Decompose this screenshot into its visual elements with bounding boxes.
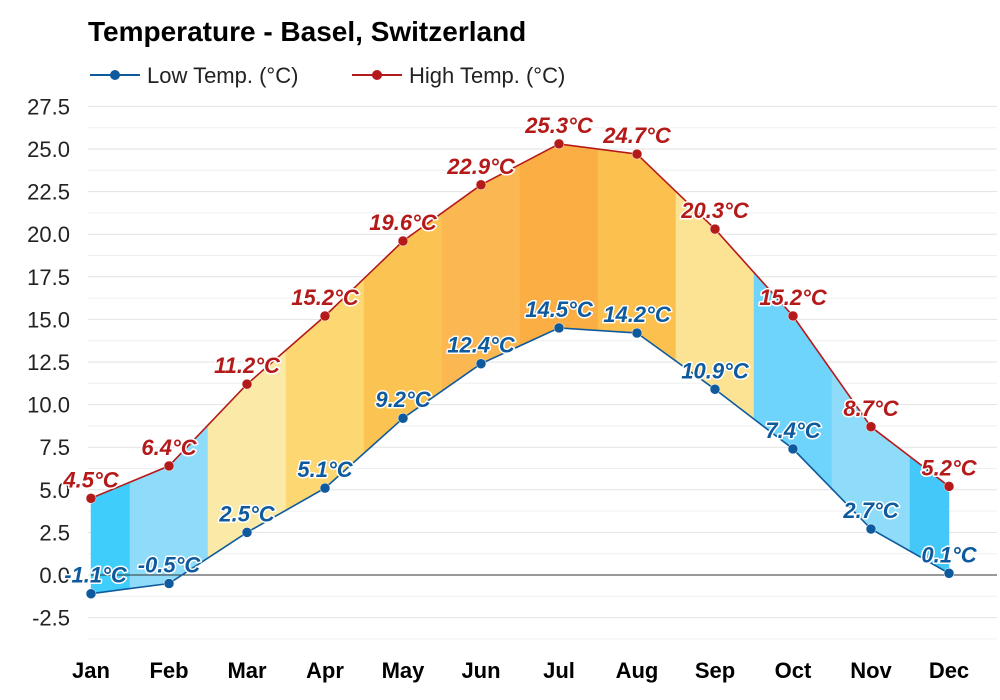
low-temp-line	[90, 327, 950, 595]
legend-label-low: Low Temp. (°C)	[147, 63, 298, 88]
x-tick-label: Jul	[543, 658, 575, 683]
y-tick-label: 10.0	[27, 393, 70, 418]
high-point-feb[interactable]	[163, 460, 175, 472]
legend-label-high: High Temp. (°C)	[409, 63, 565, 88]
high-temp-line	[90, 143, 950, 500]
y-tick-label: 2.5	[39, 520, 70, 545]
high-point-jun[interactable]	[475, 179, 487, 191]
high-label-jan: 4.5°C	[62, 467, 119, 492]
low-label-oct: 7.4°C	[765, 418, 821, 443]
y-tick-label: 27.5	[27, 94, 70, 119]
high-point-jan[interactable]	[85, 493, 97, 504]
x-tick-label: Aug	[616, 658, 659, 683]
high-label-mar: 11.2°C	[214, 353, 281, 378]
x-axis-ticks: Jan Feb Mar Apr May Jun Jul Aug Sep Oct Nov Dec	[72, 658, 969, 683]
x-tick-label: Oct	[775, 658, 812, 683]
series-lines	[85, 138, 955, 599]
legend-item-low[interactable]: Low Temp. (°C)	[90, 63, 298, 88]
low-label-may: 9.2°C	[375, 387, 431, 412]
high-label-may: 19.6°C	[369, 210, 438, 235]
low-point-jun[interactable]	[475, 358, 487, 369]
low-label-jan: -1.1°C	[64, 563, 128, 588]
high-point-apr[interactable]	[319, 310, 331, 322]
high-point-mar[interactable]	[241, 378, 253, 390]
low-point-nov[interactable]	[865, 523, 877, 535]
high-point-aug[interactable]	[631, 148, 643, 160]
y-tick-label: 20.0	[27, 222, 70, 247]
x-tick-label: Apr	[306, 658, 344, 683]
data-labels: 4.5°C 6.4°C 11.2°C 15.2°C 19.6°C 22.9°C 25.3°C…	[61, 111, 979, 589]
high-label-apr: 15.2°C	[291, 285, 360, 310]
low-point-feb[interactable]	[163, 578, 175, 589]
legend-item-high[interactable]: High Temp. (°C)	[352, 63, 565, 88]
low-label-aug: 14.2°C	[603, 302, 672, 327]
low-label-sep: 10.9°C	[681, 358, 750, 383]
chart-title: Temperature - Basel, Switzerland	[88, 16, 526, 47]
low-label-mar: 2.5°C	[218, 501, 275, 526]
y-tick-label: -2.5	[32, 606, 70, 631]
low-point-may[interactable]	[397, 412, 409, 424]
low-point-aug[interactable]	[631, 327, 643, 339]
low-label-nov: 2.7°C	[842, 498, 899, 523]
legend-marker-high	[372, 70, 382, 80]
low-point-apr[interactable]	[319, 482, 331, 494]
x-tick-label: Sep	[695, 658, 735, 683]
high-label-dec: 5.2°C	[921, 455, 977, 480]
high-label-feb: 6.4°C	[141, 435, 197, 460]
y-tick-label: 7.5	[39, 435, 70, 460]
high-label-sep: 20.3°C	[680, 198, 750, 223]
y-tick-label: 22.5	[27, 180, 70, 205]
low-point-jan[interactable]	[85, 588, 97, 599]
legend-marker-low	[110, 70, 120, 80]
low-point-oct[interactable]	[787, 443, 799, 455]
high-label-oct: 15.2°C	[759, 285, 828, 310]
y-axis-ticks: -2.5 0.0 2.5 5.0 7.5 10.0 12.5 15.0 17.5 20.0 22.5…	[27, 94, 70, 630]
high-point-nov[interactable]	[865, 421, 877, 433]
high-label-aug: 24.7°C	[602, 123, 672, 148]
x-tick-label: Jan	[72, 658, 110, 683]
y-tick-label: 5.0	[39, 478, 70, 503]
legend: Low Temp. (°C) High Temp. (°C)	[90, 63, 565, 88]
high-label-jul: 25.3°C	[524, 113, 594, 138]
low-label-jul: 14.5°C	[525, 297, 594, 322]
high-point-dec[interactable]	[943, 481, 955, 492]
y-tick-label: 25.0	[27, 137, 70, 162]
high-label-nov: 8.7°C	[843, 396, 899, 421]
low-label-dec: 0.1°C	[921, 542, 977, 567]
x-tick-label: May	[382, 658, 426, 683]
y-tick-label: 12.5	[27, 350, 70, 375]
low-label-apr: 5.1°C	[297, 457, 353, 482]
low-label-feb: -0.5°C	[138, 553, 202, 578]
high-label-jun: 22.9°C	[446, 154, 516, 179]
y-tick-label: 15.0	[27, 307, 70, 332]
x-tick-label: Dec	[929, 658, 969, 683]
high-point-may[interactable]	[397, 235, 409, 247]
low-point-dec[interactable]	[943, 568, 955, 579]
high-point-oct[interactable]	[787, 310, 799, 322]
high-point-sep[interactable]	[709, 223, 721, 235]
low-point-sep[interactable]	[709, 384, 721, 395]
low-point-mar[interactable]	[241, 527, 253, 538]
temperature-bands	[90, 143, 950, 594]
low-label-jun: 12.4°C	[447, 333, 516, 358]
low-point-jul[interactable]	[553, 322, 565, 334]
x-tick-label: Jun	[461, 658, 500, 683]
high-point-jul[interactable]	[553, 138, 565, 150]
y-tick-label: 17.5	[27, 265, 70, 290]
x-tick-label: Nov	[850, 658, 892, 683]
y-tick-label: 0.0	[39, 563, 70, 588]
x-tick-label: Mar	[227, 658, 267, 683]
x-tick-label: Feb	[149, 658, 188, 683]
